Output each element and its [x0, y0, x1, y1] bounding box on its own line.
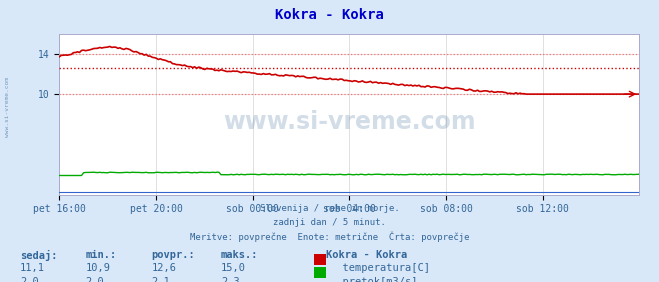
- Text: maks.:: maks.:: [221, 250, 258, 259]
- Text: zadnji dan / 5 minut.: zadnji dan / 5 minut.: [273, 218, 386, 227]
- Text: 15,0: 15,0: [221, 263, 246, 273]
- Text: temperatura[C]: temperatura[C]: [330, 263, 430, 273]
- Text: www.si-vreme.com: www.si-vreme.com: [223, 110, 476, 134]
- Text: 11,1: 11,1: [20, 263, 45, 273]
- Text: 2,3: 2,3: [221, 277, 239, 282]
- Text: Meritve: povprečne  Enote: metrične  Črta: povprečje: Meritve: povprečne Enote: metrične Črta:…: [190, 232, 469, 242]
- Text: 2,1: 2,1: [152, 277, 170, 282]
- Text: 12,6: 12,6: [152, 263, 177, 273]
- Text: Kokra - Kokra: Kokra - Kokra: [275, 8, 384, 23]
- Text: pretok[m3/s]: pretok[m3/s]: [330, 277, 417, 282]
- Text: Slovenija / reke in morje.: Slovenija / reke in morje.: [260, 204, 399, 213]
- Text: 10,9: 10,9: [86, 263, 111, 273]
- Text: 2,0: 2,0: [20, 277, 38, 282]
- Text: min.:: min.:: [86, 250, 117, 259]
- Text: sedaj:: sedaj:: [20, 250, 57, 261]
- Text: 2,0: 2,0: [86, 277, 104, 282]
- Text: www.si-vreme.com: www.si-vreme.com: [5, 77, 10, 137]
- Text: Kokra - Kokra: Kokra - Kokra: [326, 250, 407, 259]
- Text: povpr.:: povpr.:: [152, 250, 195, 259]
